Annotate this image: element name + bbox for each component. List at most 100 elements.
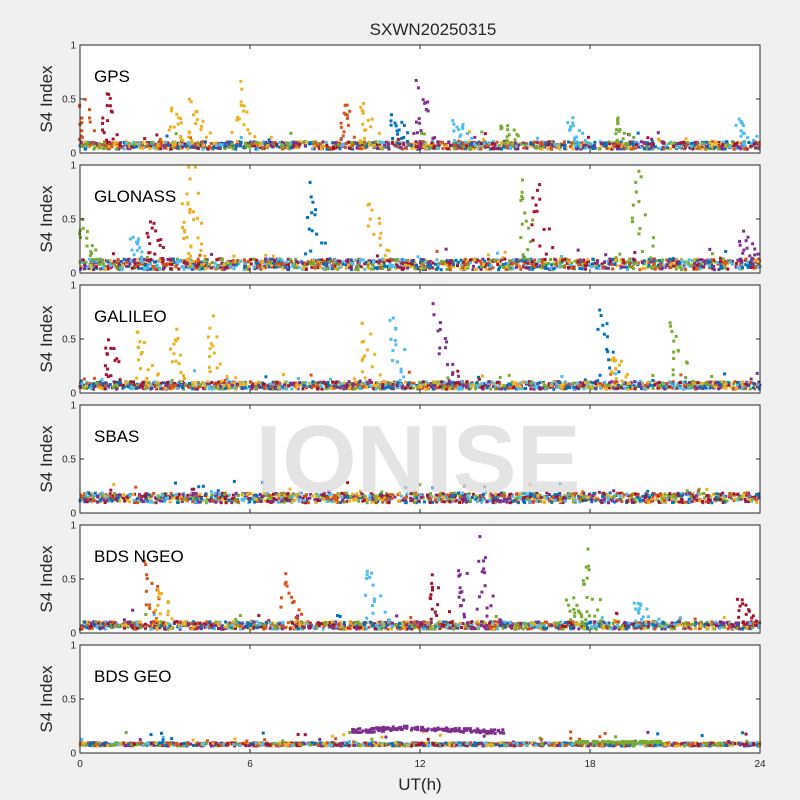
spike-point: [179, 370, 183, 374]
spike-point: [208, 326, 212, 330]
data-point: [495, 387, 499, 391]
data-point: [743, 145, 747, 149]
data-point: [129, 385, 133, 389]
spike-point: [499, 124, 503, 128]
spike-point: [431, 302, 435, 306]
data-point: [627, 146, 631, 150]
data-point: [653, 267, 657, 271]
data-point: [221, 143, 225, 147]
data-point: [352, 387, 356, 391]
spike-point: [415, 131, 419, 135]
data-point: [447, 141, 451, 145]
data-point: [637, 142, 641, 146]
spike-point: [242, 109, 246, 113]
spike-point: [571, 124, 575, 128]
data-point: [604, 253, 608, 257]
data-point: [112, 385, 116, 389]
data-point: [720, 380, 724, 384]
spike-point: [91, 257, 95, 261]
data-point: [518, 381, 522, 385]
data-point: [509, 147, 513, 151]
data-point: [604, 144, 608, 148]
spike-point: [526, 248, 530, 252]
spike-point: [199, 128, 203, 132]
spike-point: [366, 224, 370, 228]
data-point: [154, 147, 158, 151]
data-point: [465, 144, 469, 148]
data-point: [344, 266, 348, 270]
data-point: [406, 266, 410, 270]
spike-point: [204, 135, 208, 139]
data-point: [183, 142, 187, 146]
data-point: [348, 387, 352, 391]
spike-point: [107, 140, 111, 144]
data-point: [496, 263, 500, 267]
data-point: [512, 386, 516, 390]
data-point: [176, 146, 180, 150]
data-point: [263, 387, 267, 391]
spike-point: [200, 242, 204, 246]
data-point: [603, 142, 607, 146]
data-point: [560, 143, 564, 147]
spike-point: [187, 97, 191, 101]
data-point: [584, 267, 588, 271]
spike-point: [320, 241, 324, 245]
data-point: [371, 263, 375, 267]
spike-point: [239, 79, 243, 83]
spike-point: [605, 335, 609, 339]
data-point: [368, 141, 372, 145]
data-point: [214, 146, 218, 150]
y-tick-label: 1: [70, 281, 76, 292]
data-point: [754, 258, 758, 262]
spike-point: [360, 358, 364, 362]
spike-point: [605, 322, 609, 326]
spike-point: [150, 364, 154, 368]
data-point: [657, 380, 661, 384]
data-point: [633, 140, 637, 144]
data-point: [138, 146, 142, 150]
data-point: [316, 381, 320, 385]
spike-point: [616, 140, 620, 144]
data-point: [453, 147, 457, 151]
data-point: [166, 380, 170, 384]
spike-point: [634, 180, 638, 184]
spike-point: [424, 107, 428, 111]
y-tick-label: 0.5: [62, 95, 76, 106]
data-point: [132, 145, 136, 149]
data-point: [488, 267, 492, 271]
data-point: [560, 265, 564, 269]
data-point: [384, 140, 388, 144]
spike-point: [507, 133, 511, 137]
data-point: [430, 141, 434, 145]
data-point: [643, 387, 647, 391]
data-point: [268, 261, 272, 265]
data-point: [554, 258, 558, 262]
data-point: [190, 145, 194, 149]
data-point: [414, 140, 418, 144]
data-point: [214, 386, 218, 390]
data-point: [724, 260, 728, 264]
spike-point: [240, 87, 244, 91]
spike-point: [409, 143, 413, 147]
spike-point: [668, 321, 672, 325]
data-point: [459, 143, 463, 147]
data-point: [319, 384, 323, 388]
spike-point: [438, 321, 442, 325]
data-point: [661, 145, 665, 149]
spike-point: [181, 138, 185, 142]
data-point: [661, 258, 665, 262]
data-point: [267, 138, 271, 142]
spike-point: [531, 196, 535, 200]
data-point: [286, 143, 290, 147]
data-point: [326, 381, 330, 385]
data-point: [101, 146, 105, 150]
spike-point: [118, 143, 122, 147]
data-point: [538, 381, 542, 385]
data-point: [159, 147, 163, 151]
spike-point: [446, 363, 450, 367]
spike-point: [80, 129, 84, 133]
spike-point: [207, 365, 211, 369]
data-point: [730, 142, 734, 146]
data-point: [283, 146, 287, 150]
spike-point: [426, 100, 430, 104]
